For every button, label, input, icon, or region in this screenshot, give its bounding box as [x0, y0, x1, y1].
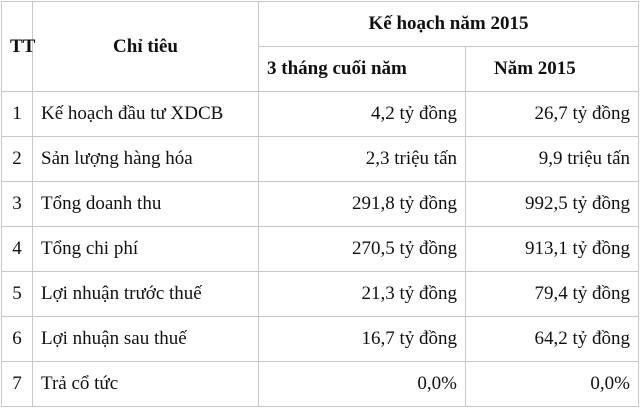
cell-tt: 4 [1, 226, 33, 272]
cell-tt: 1 [1, 91, 33, 137]
table-row: 6 Lợi nhuận sau thuế 16,7 tỷ đồng 64,2 tỷ đ… [1, 316, 639, 362]
table-row: 7 Trả cổ tức 0,0% 0,0% [1, 361, 639, 407]
cell-year: 913,1 tỷ đồng [465, 226, 639, 272]
header-tt: TT [1, 1, 35, 92]
cell-year: 79,4 tỷ đồng [465, 271, 639, 317]
cell-name: Sản lượng hàng hóa [32, 136, 259, 182]
cell-name: Lợi nhuận trước thuế [32, 271, 259, 317]
cell-q4: 0,0% [258, 361, 466, 407]
cell-year: 992,5 tỷ đồng [465, 181, 639, 227]
cell-name: Tổng doanh thu [32, 181, 259, 227]
cell-tt: 3 [1, 181, 33, 227]
table-row: 5 Lợi nhuận trước thuế 21,3 tỷ đồng 79,4 tỷ… [1, 271, 639, 317]
cell-year: 0,0% [465, 361, 639, 407]
cell-q4: 21,3 tỷ đồng [258, 271, 466, 317]
cell-name: Kế hoạch đầu tư XDCB [32, 91, 259, 137]
table-row: 4 Tổng chi phí 270,5 tỷ đồng 913,1 tỷ đồng [1, 226, 639, 272]
cell-q4: 16,7 tỷ đồng [258, 316, 466, 362]
cell-year: 64,2 tỷ đồng [465, 316, 639, 362]
header-row-2: 3 tháng cuối năm Năm 2015 [2, 46, 639, 92]
header-year: Năm 2015 [465, 46, 639, 92]
cell-year: 26,7 tỷ đồng [465, 91, 639, 137]
table-row: 2 Sản lượng hàng hóa 2,3 triệu tấn 9,9 triệ… [1, 136, 639, 182]
header-group: Kế hoạch năm 2015 [258, 1, 639, 47]
cell-tt: 7 [1, 361, 33, 407]
cell-tt: 5 [1, 271, 33, 317]
cell-name: Trả cổ tức [32, 361, 259, 407]
table-row: 3 Tổng doanh thu 291,8 tỷ đồng 992,5 tỷ đồn… [1, 181, 639, 227]
header-q4: 3 tháng cuối năm [258, 46, 466, 92]
header-row-1: TT Chỉ tiêu Kế hoạch năm 2015 [1, 1, 639, 92]
table-row: 1 Kế hoạch đầu tư XDCB 4,2 tỷ đồng 26,7 tỷ … [1, 91, 639, 137]
cell-q4: 291,8 tỷ đồng [258, 181, 466, 227]
header-chi-tieu: Chỉ tiêu [32, 1, 259, 92]
cell-year: 9,9 triệu tấn [465, 136, 639, 182]
cell-name: Tổng chi phí [32, 226, 259, 272]
cell-name: Lợi nhuận sau thuế [32, 316, 259, 362]
cell-q4: 4,2 tỷ đồng [258, 91, 466, 137]
cell-tt: 2 [1, 136, 33, 182]
cell-q4: 270,5 tỷ đồng [258, 226, 466, 272]
cell-q4: 2,3 triệu tấn [258, 136, 466, 182]
cell-tt: 6 [1, 316, 33, 362]
